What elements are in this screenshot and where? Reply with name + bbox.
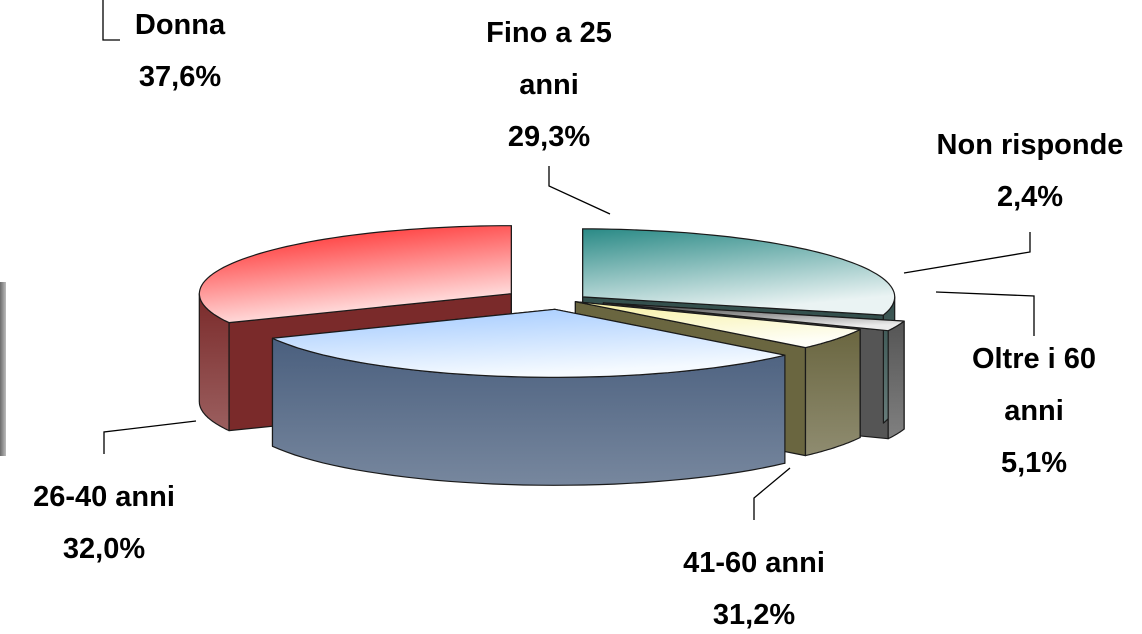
partial-label-name: Donna [135, 9, 226, 41]
adjacent-chart-fragment [0, 282, 6, 456]
slice-fino-a-25-anni [582, 228, 896, 316]
partial-leader-line [102, 0, 120, 41]
label-value-fino-a-25-anni: 29,3% [508, 121, 590, 153]
label-non-risponde: Non risponde 2,4% [937, 129, 1124, 213]
partial-label-value: 37,6% [139, 61, 221, 93]
leader-line-41-60-anni [753, 467, 791, 520]
label-value-26-40-anni: 32,0% [63, 533, 145, 565]
label-text-oltre-i-60-anni: Oltre i 60 [972, 343, 1096, 375]
slice-oltre-i-60-anni [574, 301, 861, 349]
label-fino-a-25-anni: Fino a 25 anni 29,3% [486, 17, 612, 153]
label-text-oltre-i-60-anni: anni [1004, 395, 1064, 427]
label-text-41-60-anni: 41-60 anni [683, 547, 825, 579]
label-text-26-40-anni: 26-40 anni [33, 481, 175, 513]
label-value-41-60-anni: 31,2% [713, 599, 795, 629]
label-value-non-risponde: 2,4% [997, 181, 1063, 213]
leader-line-oltre-i-60-anni [935, 291, 1035, 336]
leader-line-fino-a-25-anni [548, 166, 611, 215]
slice-side-non-risponde [887, 320, 905, 440]
slice-non-risponde [602, 302, 905, 332]
slice-side-oltre-i-60-anni [804, 328, 861, 457]
partial-label-donna: Donna 37,6% [135, 9, 226, 93]
label-value-oltre-i-60-anni: 5,1% [1001, 447, 1067, 479]
slice-41-60-anni [271, 308, 786, 378]
label-text-fino-a-25-anni: anni [519, 69, 579, 101]
label-26-40-anni: 26-40 anni 32,0% [33, 481, 175, 565]
leader-line-26-40-anni [103, 420, 197, 454]
label-text-fino-a-25-anni: Fino a 25 [486, 17, 612, 49]
slice-26-40-anni [198, 225, 512, 324]
label-41-60-anni: 41-60 anni 31,2% [683, 547, 825, 629]
label-text-non-risponde: Non risponde [937, 129, 1124, 161]
label-oltre-i-60-anni: Oltre i 60 anni 5,1% [972, 343, 1096, 479]
leader-line-non-risponde [903, 232, 1031, 274]
